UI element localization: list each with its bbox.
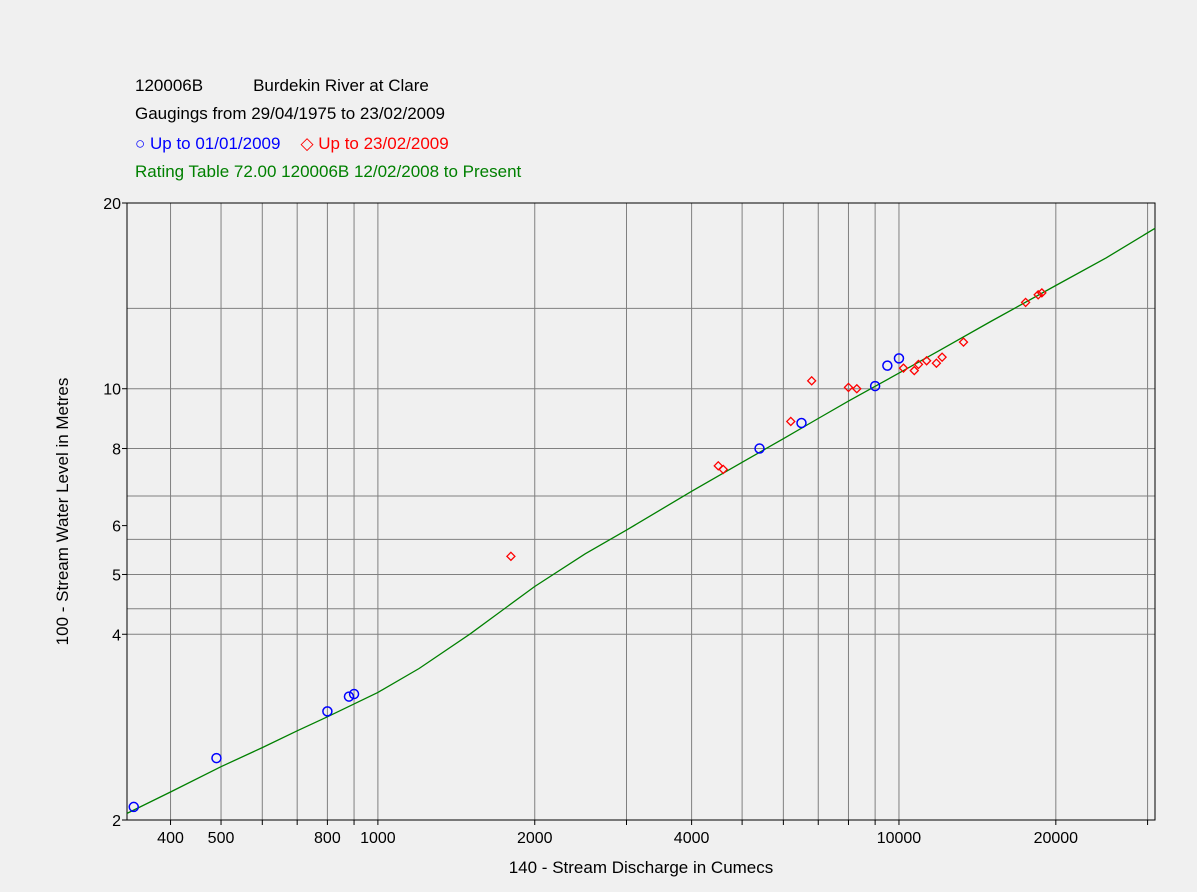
y-tick-label: 5: [112, 567, 121, 584]
gauging-point-circle: [796, 417, 807, 429]
station-name: Burdekin River at Clare: [253, 76, 429, 95]
x-tick-label: 4000: [674, 830, 710, 847]
x-tick-label: 1000: [360, 830, 396, 847]
x-tick-label: 10000: [877, 830, 922, 847]
gauging-point-diamond: [785, 416, 796, 427]
plot-area: [127, 203, 1155, 820]
x-tick-label: 20000: [1034, 830, 1079, 847]
rating-curve: [126, 227, 1156, 814]
rating-table-label: Rating Table 72.00 120006B 12/02/2008 to…: [135, 162, 522, 181]
x-axis-label: 140 - Stream Discharge in Cumecs: [509, 858, 774, 877]
gauging-point-circle: [869, 380, 881, 392]
y-axis-label: 100 - Stream Water Level in Metres: [53, 378, 72, 646]
diamond-marker-icon: ◇: [300, 134, 319, 153]
gauging-point-diamond: [505, 551, 516, 562]
legend-item-series1: ○ Up to 01/01/2009: [135, 134, 280, 153]
gauging-point-diamond: [898, 363, 909, 374]
gauging-point-circle: [322, 706, 333, 717]
gauging-point-diamond: [1020, 297, 1031, 308]
gauging-point-circle: [343, 691, 355, 702]
station-line: 120006B Burdekin River at Clare: [135, 76, 429, 96]
gauging-point-diamond: [851, 383, 862, 394]
gauging-point-diamond: [806, 375, 817, 386]
gauging-point-diamond: [958, 337, 969, 348]
legend: ○ Up to 01/01/2009 ◇ Up to 23/02/2009: [135, 134, 449, 154]
gauging-point-circle: [211, 752, 222, 764]
gauging-point-circle: [128, 801, 140, 813]
y-tick-label: 6: [112, 519, 121, 536]
y-tick-label: 10: [103, 382, 121, 399]
legend-label-series1: Up to 01/01/2009: [150, 134, 281, 153]
x-tick-label: 800: [314, 830, 341, 847]
gauging-point-diamond: [718, 464, 729, 475]
gauging-point-diamond: [713, 460, 724, 471]
plot-frame: [126, 202, 1156, 821]
gauging-point-diamond: [913, 359, 924, 370]
gauging-point-circle: [882, 360, 893, 371]
gauging-point-circle: [348, 688, 360, 700]
gauging-point-diamond: [937, 352, 948, 363]
gauging-point-diamond: [921, 355, 932, 366]
gaugings-range: Gaugings from 29/04/1975 to 23/02/2009: [135, 104, 446, 123]
x-tick-label: 500: [208, 830, 235, 847]
gauging-point-circle: [893, 353, 905, 364]
gauging-point-circle: [754, 443, 765, 454]
y-tick-label: 20: [103, 196, 121, 213]
gauging-point-diamond: [931, 358, 942, 369]
y-tick-label: 4: [112, 627, 121, 644]
x-tick-label: 2000: [517, 830, 553, 847]
gauging-point-diamond: [843, 382, 854, 393]
gauging-point-diamond: [909, 365, 920, 376]
legend-label-series2: Up to 23/02/2009: [318, 134, 449, 153]
x-tick-label: 400: [157, 830, 184, 847]
station-id: 120006B: [135, 76, 204, 95]
gauging-point-diamond: [1036, 287, 1047, 298]
circle-marker-icon: ○: [135, 134, 150, 153]
y-tick-label: 2: [112, 813, 121, 830]
y-tick-label: 8: [112, 442, 121, 459]
gauging-point-diamond: [1033, 289, 1044, 300]
legend-item-series2: ◇ Up to 23/02/2009: [300, 134, 448, 153]
